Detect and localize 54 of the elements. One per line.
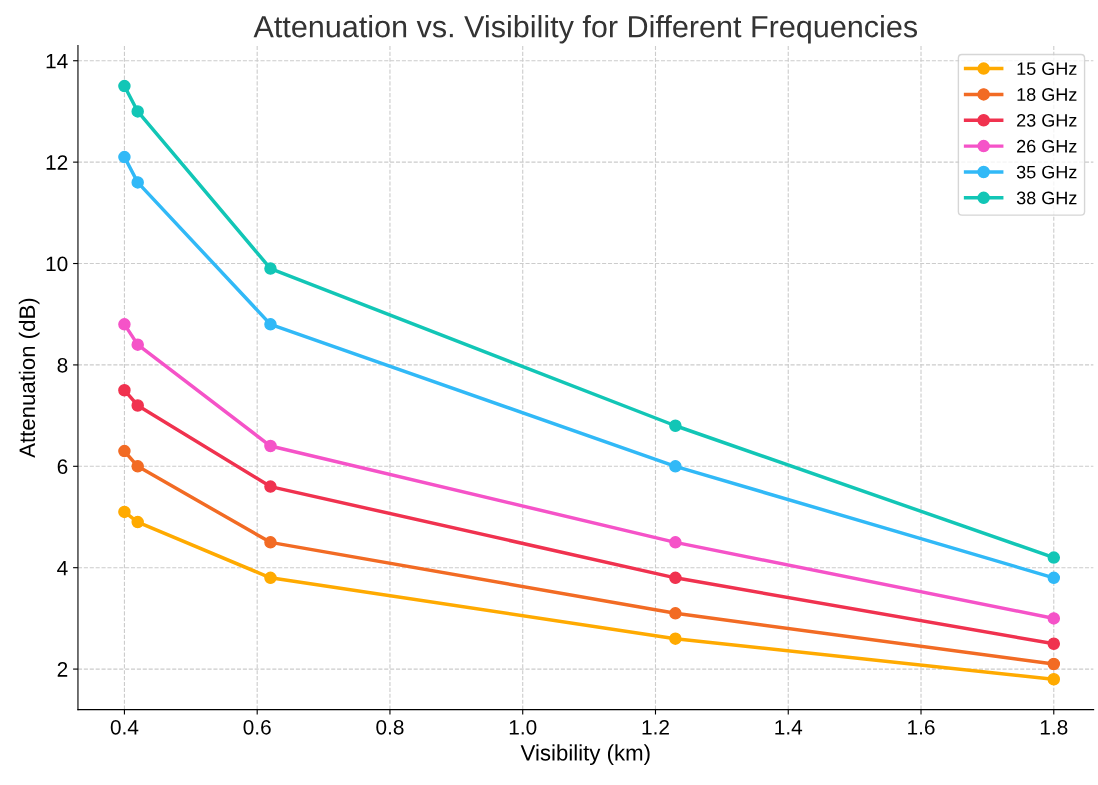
legend-label: 35 GHz <box>1016 165 1077 179</box>
point <box>118 79 131 93</box>
point <box>264 480 277 493</box>
x-tick-label: 1.8 <box>1040 719 1068 735</box>
point <box>118 384 131 397</box>
point <box>131 460 144 473</box>
y-tick-label: 2 <box>57 662 68 677</box>
point <box>1047 571 1061 585</box>
point <box>1047 551 1061 564</box>
point <box>118 150 131 164</box>
point <box>1047 672 1061 686</box>
y-tick-label: 12 <box>46 155 68 170</box>
point <box>669 607 682 620</box>
point <box>264 318 277 331</box>
point <box>669 460 682 473</box>
y-axis-title: Attenuation (dB) <box>18 298 40 458</box>
chart-title: Attenuation vs. Visibility for Different Frequencies <box>253 15 918 44</box>
point <box>669 571 682 585</box>
point <box>118 318 131 331</box>
point <box>131 105 144 118</box>
point <box>264 571 277 585</box>
point <box>118 444 131 458</box>
point <box>1047 657 1061 671</box>
point <box>131 399 144 412</box>
y-tick-label: 10 <box>46 256 68 272</box>
point <box>669 632 682 645</box>
point <box>1047 612 1061 625</box>
point <box>669 536 682 549</box>
x-tick-label: 1.4 <box>775 720 803 735</box>
point <box>669 419 682 432</box>
point <box>131 176 144 189</box>
legend-label: 26 GHz <box>1017 139 1077 153</box>
point <box>118 505 131 519</box>
x-tick-label: 1.0 <box>509 719 537 735</box>
point <box>264 439 277 453</box>
y-tick-label: 14 <box>46 53 68 69</box>
point <box>131 338 144 351</box>
point <box>1047 637 1061 650</box>
x-tick-label: 0.6 <box>243 719 271 735</box>
x-tick-label: 0.8 <box>376 719 404 735</box>
x-axis-title: Visibility (km) <box>520 744 650 766</box>
x-tick-label: 0.4 <box>110 719 139 735</box>
y-tick-label: 6 <box>57 459 68 475</box>
point <box>131 515 144 529</box>
legend-label: 23 GHz <box>1017 113 1077 127</box>
point <box>264 536 277 549</box>
y-tick-label: 4 <box>57 560 68 576</box>
legend-label: 18 GHz <box>1017 88 1077 101</box>
legend-label: 38 GHz <box>1016 191 1077 205</box>
y-tick-label: 8 <box>57 357 68 373</box>
legend-label: 15 GHz <box>1017 62 1077 76</box>
x-tick-label: 1.2 <box>642 719 669 735</box>
x-tick-label: 1.6 <box>908 719 935 735</box>
point <box>264 262 277 275</box>
